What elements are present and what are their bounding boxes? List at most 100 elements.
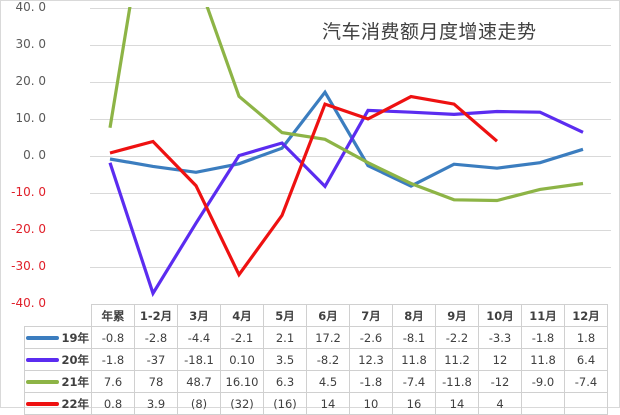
- series-line-21年: [108, 7, 584, 203]
- legend-swatch-icon: [26, 358, 60, 362]
- table-cell: 6.4: [564, 348, 608, 371]
- table-cell: 7.6: [91, 370, 135, 393]
- table-cell: 0.10: [220, 348, 264, 371]
- category-header: 7月: [349, 304, 393, 327]
- table-row: 21年 7.6 78 48.7 16.10 6.3 4.5 -1.8 -7.4 -11.8 -12-…: [24, 370, 608, 393]
- table-cell: -2.1: [220, 326, 264, 349]
- table-cell: -18.1: [177, 348, 221, 371]
- table-cell: 2.1: [263, 326, 307, 349]
- legend-entry: 19年: [24, 326, 92, 349]
- gridline: [90, 156, 611, 157]
- category-header: 年累: [91, 304, 135, 327]
- table-cell: 17.2: [306, 326, 350, 349]
- y-tick-label: 20. 0: [15, 73, 46, 88]
- table-cell: 78: [134, 370, 178, 393]
- table-cell: -1.8: [91, 348, 135, 371]
- table-cell: 12.3: [349, 348, 393, 371]
- table-row: 19年 -0.8 -2.8 -4.4 -2.1 2.1 17.2 -2.6 -8.1 -2.2 -3…: [24, 326, 608, 349]
- legend-label: 21年: [61, 374, 89, 389]
- y-tick-label: -20. 0: [11, 222, 46, 237]
- y-tick-label: -10. 0: [11, 185, 46, 200]
- table-cell: (8): [177, 392, 221, 415]
- table-cell: -3.3: [478, 326, 522, 349]
- table-cell: -4.4: [177, 326, 221, 349]
- table-cell: -12: [478, 370, 522, 393]
- table-cell: -1.8: [349, 370, 393, 393]
- legend-entry: 20年: [24, 348, 92, 371]
- table-cell: -9.0: [521, 370, 565, 393]
- y-tick-label: 0. 0: [23, 148, 46, 162]
- table-cell: 3.5: [263, 348, 307, 371]
- table-cell: -2.8: [134, 326, 178, 349]
- table-cell: 3.9: [134, 392, 178, 415]
- table-row: 20年 -1.8 -37 -18.1 0.10 3.5 -8.2 12.3 11.8 11.2 12…: [24, 348, 608, 371]
- category-header: 3月: [177, 304, 221, 327]
- table-cell: 4: [478, 392, 522, 415]
- category-header: 6月: [306, 304, 350, 327]
- legend-label: 22年: [61, 396, 89, 411]
- table-cell: -8.1: [392, 326, 436, 349]
- table-cell: 1.8: [564, 326, 608, 349]
- gridline: [90, 267, 611, 268]
- category-header: 5月: [263, 304, 307, 327]
- legend-entry: 22年: [24, 392, 92, 415]
- series-line-19年: [109, 89, 584, 188]
- table-cell: -2.6: [349, 326, 393, 349]
- table-cell: -37: [134, 348, 178, 371]
- y-tick-label: -30. 0: [11, 259, 46, 274]
- table-cell: 11.2: [435, 348, 479, 371]
- data-table: 年累 1-2月 3月 4月 5月 6月 7月 8月 9月 10月 11月 12月 19年 -0.8 -2.8…: [24, 304, 608, 415]
- table-cell: -7.4: [564, 370, 608, 393]
- table-corner: [24, 304, 92, 327]
- table-cell: -8.2: [306, 348, 350, 371]
- category-header: 4月: [220, 304, 264, 327]
- category-header: 11月: [521, 304, 565, 327]
- table-cell: [564, 392, 608, 415]
- table-cell: 6.3: [263, 370, 307, 393]
- table-cell: 12: [478, 348, 522, 371]
- y-tick-label: 40. 0: [15, 0, 46, 14]
- table-cell: -0.8: [91, 326, 135, 349]
- series-line-22年: [109, 94, 499, 278]
- table-cell: 14: [435, 392, 479, 415]
- legend-swatch-icon: [26, 380, 60, 384]
- table-cell: (32): [220, 392, 264, 415]
- category-header: 8月: [392, 304, 436, 327]
- category-header: 12月: [564, 304, 608, 327]
- table-cell: -11.8: [435, 370, 479, 393]
- table-cell: 16.10: [220, 370, 264, 393]
- table-cell: 48.7: [177, 370, 221, 393]
- gridline: [90, 230, 611, 231]
- y-tick-label: 10. 0: [15, 110, 46, 125]
- legend-swatch-icon: [26, 402, 60, 406]
- legend-entry: 21年: [24, 370, 92, 393]
- gridline: [90, 193, 611, 194]
- table-cell: [521, 392, 565, 415]
- gridline: [90, 82, 611, 83]
- table-cell: -2.2: [435, 326, 479, 349]
- table-row: 22年 0.8 3.9 (8) (32) (16) 14 10 16 14 4: [24, 392, 608, 415]
- table-cell: (16): [263, 392, 307, 415]
- table-cell: 16: [392, 392, 436, 415]
- category-header: 1-2月: [134, 304, 178, 327]
- chart-title: 汽车消费额月度增速走势: [322, 21, 537, 43]
- table-cell: -1.8: [521, 326, 565, 349]
- category-header: 9月: [435, 304, 479, 327]
- series-line-20年: [108, 108, 584, 298]
- y-tick-label: 30. 0: [15, 36, 46, 51]
- table-cell: 14: [306, 392, 350, 415]
- table-cell: 4.5: [306, 370, 350, 393]
- table-cell: 11.8: [392, 348, 436, 371]
- gridline: [90, 119, 611, 120]
- table-cell: 11.8: [521, 348, 565, 371]
- gridline: [90, 45, 611, 46]
- table-cell: 10: [349, 392, 393, 415]
- legend-label: 20年: [61, 352, 89, 367]
- legend-swatch-icon: [26, 336, 60, 340]
- category-header: 10月: [478, 304, 522, 327]
- table-cell: 0.8: [91, 392, 135, 415]
- table-cell: -7.4: [392, 370, 436, 393]
- legend-label: 19年: [61, 330, 89, 345]
- gridline: [90, 8, 611, 9]
